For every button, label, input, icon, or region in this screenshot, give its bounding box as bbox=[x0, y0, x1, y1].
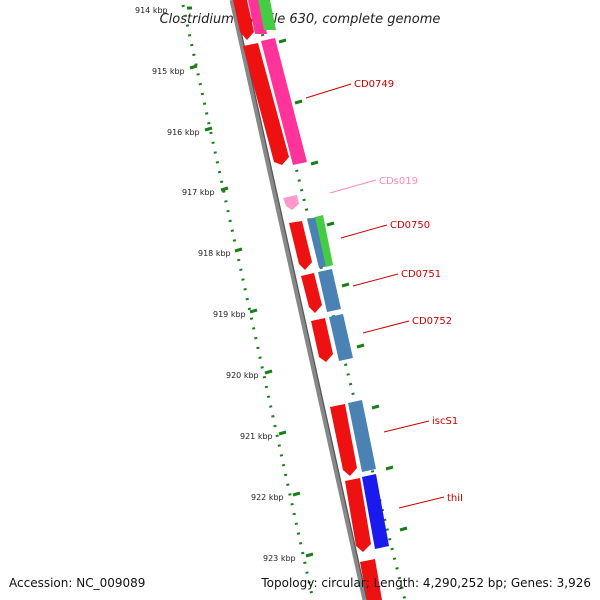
accession-text: Accession: NC_009089 bbox=[9, 576, 146, 590]
scale-label: 922 kbp bbox=[251, 493, 284, 502]
genome-backbone bbox=[229, 0, 368, 600]
cds-bar bbox=[233, 0, 254, 40]
topology-text: Topology: circular; Length: 4,290,252 bp… bbox=[261, 576, 591, 590]
track-tick bbox=[278, 38, 287, 44]
major-tick bbox=[220, 186, 229, 192]
features bbox=[233, 0, 389, 600]
cds-cd0750 bbox=[307, 217, 328, 268]
cds-thil bbox=[362, 474, 389, 549]
major-tick bbox=[305, 552, 314, 558]
leader-cd0750 bbox=[340, 224, 388, 239]
cds-cd0751 bbox=[318, 269, 341, 312]
ncrna-cds019 bbox=[283, 195, 299, 210]
track-tick bbox=[326, 221, 335, 227]
cds-cd0749 bbox=[261, 38, 307, 165]
scale-label: 920 kbp bbox=[226, 371, 259, 380]
cds-bar bbox=[248, 0, 267, 34]
cds-cd0752 bbox=[329, 314, 353, 361]
major-tick bbox=[292, 491, 301, 497]
scale-ticks bbox=[187, 6, 314, 558]
major-tick bbox=[278, 430, 287, 436]
cds-bar bbox=[289, 221, 312, 270]
scale-label: 915 kbp bbox=[152, 67, 185, 76]
track-tick bbox=[399, 526, 408, 532]
gene-label-cd0752[interactable]: CD0752 bbox=[412, 316, 452, 327]
track-tick bbox=[341, 282, 350, 288]
cds-cd0749-forward bbox=[243, 43, 289, 165]
major-tick bbox=[264, 369, 273, 375]
cds-bar bbox=[360, 559, 382, 600]
cds-bar bbox=[311, 318, 333, 362]
scale-label: 919 kbp bbox=[213, 310, 246, 319]
leader-cd0749 bbox=[305, 83, 352, 99]
scale-labels: 914 kbp 915 kbp 916 kbp 917 kbp 918 kbp … bbox=[135, 6, 296, 563]
leader-iscs1 bbox=[383, 420, 430, 433]
major-tick bbox=[189, 64, 198, 70]
leader-cds019 bbox=[329, 179, 377, 194]
gene-label-iscs1[interactable]: iscS1 bbox=[432, 416, 458, 427]
scale-label: 917 kbp bbox=[182, 188, 215, 197]
track-tick bbox=[294, 99, 303, 105]
map-title: Clostridium difficile 630, complete geno… bbox=[160, 12, 441, 27]
track-tick bbox=[310, 160, 319, 166]
scale-label: 923 kbp bbox=[263, 554, 296, 563]
scale-label: 916 kbp bbox=[167, 128, 200, 137]
label-leaders bbox=[305, 83, 445, 509]
gene-label-cds019[interactable]: CDs019 bbox=[379, 176, 418, 187]
gene-label-cd0751[interactable]: CD0751 bbox=[401, 269, 441, 280]
major-tick bbox=[234, 247, 243, 253]
scale-label: 918 kbp bbox=[198, 249, 231, 258]
leader-cd0751 bbox=[352, 273, 399, 287]
gene-label-thil[interactable]: thiI bbox=[447, 493, 463, 504]
leader-cd0752 bbox=[362, 320, 410, 334]
major-tick bbox=[249, 308, 258, 314]
track-tick bbox=[371, 404, 380, 410]
cds-bar bbox=[315, 215, 333, 267]
cds-bar bbox=[301, 273, 322, 313]
scale-label: 914 kbp bbox=[135, 6, 168, 15]
cds-bar bbox=[258, 0, 276, 30]
major-tick bbox=[204, 126, 213, 132]
cds-iscs1 bbox=[348, 400, 376, 472]
leader-thil bbox=[398, 496, 445, 509]
track-ticks bbox=[278, 38, 408, 532]
track-tick bbox=[356, 343, 365, 349]
scale-ruler bbox=[181, 4, 315, 600]
track-tick bbox=[385, 465, 394, 471]
gene-label-cd0750[interactable]: CD0750 bbox=[390, 220, 430, 231]
cds-bar bbox=[330, 404, 357, 476]
scale-label: 921 kbp bbox=[240, 432, 273, 441]
gene-labels: CD0749 CDs019 CD0750 CD0751 CD0752 iscS1… bbox=[354, 79, 463, 504]
gene-label-cd0749[interactable]: CD0749 bbox=[354, 79, 394, 90]
cds-bar bbox=[345, 478, 371, 552]
